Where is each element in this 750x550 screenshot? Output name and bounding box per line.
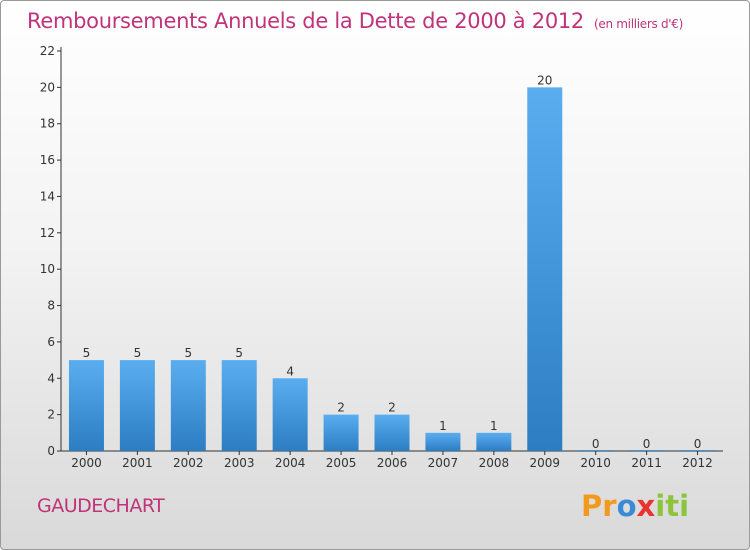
logo-letter: P	[581, 489, 603, 523]
x-tick-label: 2005	[326, 456, 357, 470]
y-tick-label: 0	[47, 444, 55, 458]
chart-title: Remboursements Annuels de la Dette de 20…	[27, 9, 683, 33]
logo-letter: x	[636, 489, 656, 523]
logo-letter: o	[616, 489, 637, 523]
y-tick-label: 12	[40, 226, 55, 240]
x-axis: 2000 2001 2002 2003 2004 2005 2006 2007 2008 2009…	[61, 450, 723, 470]
y-tick-label: 2	[47, 408, 55, 422]
bar-value-label: 20	[537, 73, 552, 87]
x-tick-label: 2006	[377, 456, 408, 470]
proxiti-logo: Proxiti	[581, 489, 689, 523]
y-tick-label: 16	[40, 153, 55, 167]
bar-value-label: 2	[388, 401, 396, 415]
x-tick-label: 2007	[428, 456, 459, 470]
x-tick-label: 2009	[529, 456, 560, 470]
x-tick-label: 2002	[173, 456, 204, 470]
commune-name: GAUDECHART	[37, 495, 165, 517]
x-tick-label: 2011	[631, 456, 662, 470]
bar	[374, 414, 410, 451]
x-tick-label: 2004	[275, 456, 306, 470]
bars	[68, 87, 716, 451]
bar-value-label: 2	[337, 401, 345, 415]
bar	[680, 450, 716, 451]
logo-letter: t	[665, 489, 680, 523]
x-tick-label: 2001	[122, 456, 153, 470]
bar	[527, 87, 563, 451]
bar-value-label: 5	[235, 346, 243, 360]
bar-value-label: 1	[439, 419, 447, 433]
bar-value-label: 4	[286, 364, 294, 378]
bar-value-label: 5	[83, 346, 91, 360]
bar	[323, 414, 359, 451]
y-tick-label: 20	[40, 80, 55, 94]
x-tick-label: 2012	[682, 456, 713, 470]
bar	[425, 432, 461, 451]
y-tick-label: 8	[47, 299, 55, 313]
bar-value-label: 5	[134, 346, 142, 360]
x-tick-label: 2000	[71, 456, 102, 470]
bar-value-label: 0	[643, 437, 651, 451]
bar	[476, 432, 512, 451]
bar	[272, 378, 308, 451]
chart-title-text: Remboursements Annuels de la Dette de 20…	[27, 9, 584, 33]
y-tick-label: 4	[47, 371, 55, 385]
x-tick-label: 2008	[479, 456, 510, 470]
bar-value-label: 0	[592, 437, 600, 451]
bar-value-label: 0	[694, 437, 702, 451]
chart-unit-label: (en milliers d'€)	[594, 17, 684, 31]
y-axis: 0 2 4 6 8 10 12 14 16 18 20 22	[40, 44, 62, 458]
bar	[119, 360, 155, 451]
bar	[221, 360, 257, 451]
x-tick-label: 2010	[580, 456, 611, 470]
bar-value-label: 5	[184, 346, 192, 360]
x-tick-label: 2003	[224, 456, 255, 470]
bar-value-label: 1	[490, 419, 498, 433]
logo-letter: r	[602, 489, 617, 523]
bar	[68, 360, 104, 451]
y-tick-label: 18	[40, 117, 55, 131]
bar	[629, 450, 665, 451]
logo-letter: i	[655, 489, 666, 523]
y-tick-label: 6	[47, 335, 55, 349]
y-tick-label: 14	[40, 189, 55, 203]
y-tick-label: 10	[40, 262, 55, 276]
logo-letter: i	[679, 489, 690, 523]
y-tick-label: 22	[40, 44, 55, 58]
bar	[578, 450, 614, 451]
bar	[170, 360, 206, 451]
